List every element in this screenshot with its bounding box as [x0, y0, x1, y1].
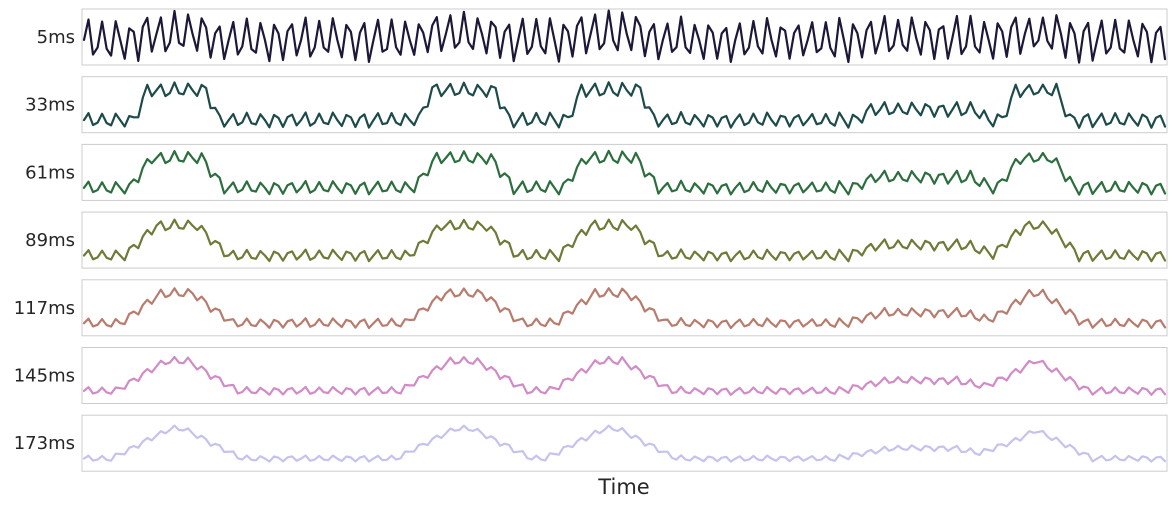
panel-frame-89ms: [81, 211, 1168, 269]
panel-frame-117ms: [81, 279, 1168, 337]
series-label-173ms: 173ms: [14, 433, 75, 454]
panel-frame-61ms: [81, 143, 1168, 201]
panels-group: 5ms 33ms 61ms 89ms 117ms 145ms 173ms: [14, 8, 1168, 472]
series-label-117ms: 117ms: [14, 298, 75, 319]
series-line-145ms: [82, 355, 1167, 396]
series-label-145ms: 145ms: [14, 366, 75, 387]
series-line-173ms: [82, 424, 1167, 463]
series-line-117ms: [82, 287, 1167, 330]
series-line-33ms: [82, 81, 1167, 129]
series-line-5ms: [82, 9, 1167, 64]
panel-frame-145ms: [81, 347, 1168, 404]
series-label-5ms: 5ms: [37, 27, 75, 48]
series-line-61ms: [82, 149, 1167, 196]
series-label-89ms: 89ms: [25, 230, 75, 251]
panel-frame-173ms: [81, 414, 1168, 472]
series-label-33ms: 33ms: [25, 95, 75, 116]
series-line-89ms: [82, 218, 1167, 263]
x-axis-title: Time: [597, 475, 649, 499]
series-label-61ms: 61ms: [25, 162, 75, 183]
